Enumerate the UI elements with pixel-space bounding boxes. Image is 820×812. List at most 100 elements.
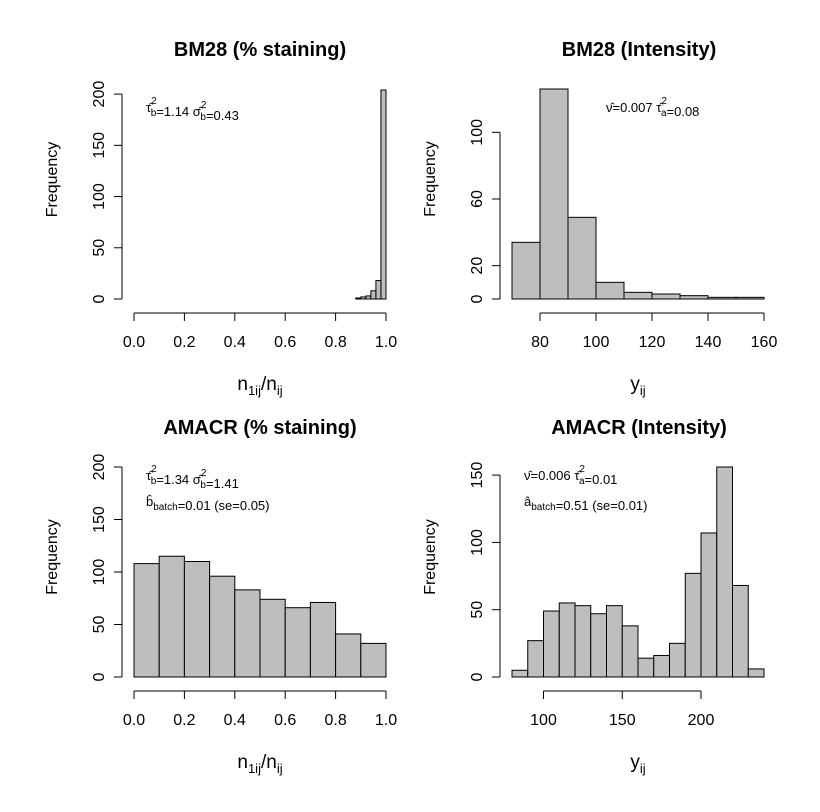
y-axis-label: Frequency (422, 519, 439, 595)
stat-annotation: ν̂=0.007 τ̂2 a=0.08 (606, 96, 699, 119)
x-tick-label: 0.0 (123, 712, 145, 729)
histogram-bar (234, 589, 261, 678)
histogram-bar (684, 572, 702, 678)
y-tick-label: 0 (469, 672, 486, 681)
x-tick-label: 200 (688, 712, 715, 729)
y-axis-label: Frequency (422, 141, 439, 217)
histogram-bar (595, 281, 625, 300)
histogram-bar (747, 668, 765, 678)
y-tick-label: 50 (91, 239, 108, 257)
histogram-bar (209, 575, 236, 678)
x-tick-label: 100 (583, 334, 610, 351)
x-tick-label: 0.8 (324, 712, 346, 729)
histogram-bar (375, 280, 382, 300)
y-tick-label: 60 (469, 190, 486, 208)
histogram-bar (669, 642, 686, 678)
y-tick-label: 0 (91, 672, 108, 681)
x-tick-label: 0.4 (224, 334, 246, 351)
histogram-bar (259, 598, 286, 678)
chart-title: AMACR (% staining) (163, 417, 356, 439)
histogram-bar (335, 633, 362, 678)
histogram-bar (355, 297, 362, 300)
x-tick-label: 0.6 (274, 334, 296, 351)
x-tick-label: 0.2 (173, 712, 195, 729)
histogram-bar (567, 216, 597, 300)
y-tick-label: 100 (469, 119, 486, 146)
y-tick-label: 0 (91, 294, 108, 303)
x-tick-label: 0.2 (173, 334, 195, 351)
stat-annotation: τ̂2 b=1.14 σ̂2 b=0.43 (146, 96, 239, 123)
x-tick-label: 80 (531, 334, 549, 351)
histogram-bar (360, 642, 387, 678)
histogram-bar (133, 563, 160, 678)
histogram-bar (574, 605, 592, 678)
x-tick-label: 120 (639, 334, 666, 351)
histogram-bar (511, 241, 541, 300)
histogram-bar (707, 296, 737, 300)
histogram-bar (558, 602, 576, 678)
histogram-bar (590, 613, 607, 678)
x-tick-label: 0.0 (123, 334, 145, 351)
histogram-bar (716, 466, 733, 678)
panel-amacr-staining: AMACR (% staining) 0.0 0.2 0.4 0.6 0.8 1.0 0 50 1… (44, 417, 397, 776)
stat-annotation: ν̂=0.006 τ̂2 a=0.01 (524, 464, 617, 487)
x-tick-label: 160 (751, 334, 778, 351)
y-tick-label: 100 (91, 559, 108, 586)
x-axis-label: n1ij/nij (237, 374, 282, 398)
histogram-bar (735, 296, 765, 300)
histogram-bar (653, 654, 670, 678)
chart-title: AMACR (Intensity) (551, 417, 727, 439)
histogram-bar (527, 640, 544, 678)
x-tick-label: 0.6 (274, 712, 296, 729)
histogram-bar (158, 555, 185, 678)
x-tick-label: 150 (609, 712, 636, 729)
y-tick-label: 20 (469, 257, 486, 275)
histogram-bar (284, 607, 311, 678)
y-tick-label: 150 (91, 506, 108, 533)
y-tick-label: 50 (91, 616, 108, 634)
histogram-bar (370, 290, 377, 300)
y-axis-label: Frequency (44, 519, 61, 595)
x-axis-label: n1ij/nij (237, 752, 282, 776)
x-tick-label: 1.0 (375, 712, 397, 729)
histogram-bar (623, 291, 653, 300)
chart-title: BM28 (Intensity) (562, 39, 716, 61)
histogram-bar (700, 532, 718, 678)
histogram-bar (380, 89, 387, 300)
x-axis-label: yij (630, 752, 645, 776)
histogram-bar (183, 561, 211, 678)
stat-annotation: âbatch=0.51 (se=0.01) (524, 494, 648, 513)
histogram-bar (539, 88, 569, 300)
panel-bm28-staining: BM28 (% staining) 0.0 0.2 0.4 0.6 0.8 1.0 0 50 10… (44, 39, 397, 398)
y-tick-label: 0 (469, 294, 486, 303)
chart-title: BM28 (% staining) (174, 39, 346, 61)
y-tick-label: 150 (469, 462, 486, 489)
histogram-bar (365, 295, 372, 300)
stat-annotation: τ̂2 b=1.34 σ̂2 b=1.41 (146, 464, 239, 491)
histogram-bar (621, 625, 639, 678)
histogram-bar (637, 657, 655, 678)
y-tick-label: 100 (91, 183, 108, 210)
histogram-bar (679, 295, 709, 300)
stat-annotation: b̂batch=0.01 (se=0.05) (146, 494, 270, 513)
histogram-bar (309, 601, 337, 678)
panel-bm28-intensity: BM28 (Intensity) 80 100 120 140 160 0 20 60 100 Fr… (422, 39, 777, 398)
x-tick-label: 1.0 (375, 334, 397, 351)
histogram-bar (511, 669, 529, 678)
histogram-bar (732, 584, 749, 678)
y-tick-label: 50 (469, 601, 486, 619)
y-tick-label: 100 (469, 529, 486, 556)
panel-amacr-intensity: AMACR (Intensity) 100 150 200 0 50 100 150 Frequ… (422, 417, 765, 776)
x-axis-label: yij (630, 374, 645, 398)
y-tick-label: 150 (91, 132, 108, 159)
y-tick-label: 200 (91, 454, 108, 481)
x-tick-label: 100 (530, 712, 557, 729)
x-tick-label: 140 (695, 334, 722, 351)
histogram-bar (606, 605, 623, 678)
y-axis-label: Frequency (44, 142, 61, 218)
histogram-bar (543, 610, 560, 678)
x-tick-label: 0.4 (224, 712, 246, 729)
y-tick-label: 200 (91, 81, 108, 108)
histogram-bar (651, 293, 681, 300)
